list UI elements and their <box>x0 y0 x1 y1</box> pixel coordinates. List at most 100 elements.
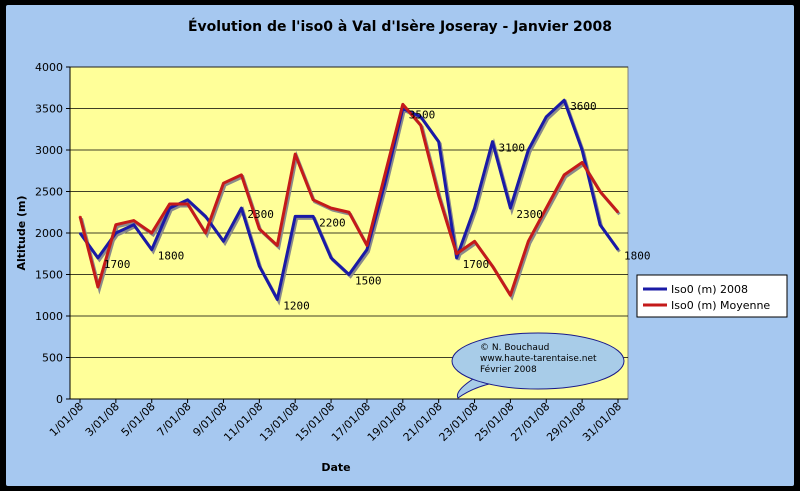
data-point <box>133 223 135 226</box>
data-point <box>330 257 332 259</box>
x-axis-title: Date <box>321 461 350 474</box>
data-point <box>455 257 458 259</box>
legend-entry: Iso0 (m) Moyenne <box>671 299 770 312</box>
y-tick-label: 0 <box>56 393 63 406</box>
data-point <box>563 99 565 101</box>
data-label: 1200 <box>283 299 310 312</box>
y-tick-label: 3500 <box>35 103 63 116</box>
data-point <box>581 161 583 164</box>
data-point <box>384 174 386 176</box>
data-point <box>348 273 350 276</box>
data-point <box>527 240 530 243</box>
data-point <box>276 244 279 247</box>
data-point <box>473 207 476 209</box>
data-label: 3500 <box>409 109 436 122</box>
data-point <box>455 252 458 255</box>
data-point <box>168 203 171 205</box>
data-point <box>168 207 171 209</box>
callout-line: www.haute-tarentaise.net <box>480 354 597 364</box>
data-point <box>419 124 422 126</box>
legend-entry: Iso0 (m) 2008 <box>671 283 748 296</box>
data-point <box>204 215 207 218</box>
data-point <box>348 211 350 214</box>
data-point <box>437 140 440 143</box>
data-label: 2300 <box>516 208 543 221</box>
chart-title: Évolution de l'iso0 à Val d'Isère Josera… <box>188 18 612 35</box>
callout-line: © N. Bouchaud <box>480 343 549 353</box>
data-point <box>204 232 207 234</box>
series-shadow <box>80 99 621 306</box>
data-point <box>599 223 601 226</box>
data-point <box>617 211 619 214</box>
data-point <box>473 240 476 243</box>
x-tick-label: 3/01/08 <box>83 400 122 439</box>
data-point <box>527 149 530 151</box>
data-point <box>97 286 99 288</box>
callout-bubble <box>451 332 625 390</box>
data-point <box>186 203 189 205</box>
data-point <box>150 232 153 234</box>
data-point <box>617 248 619 251</box>
data-point <box>258 228 261 230</box>
y-axis-title: Altitude (m) <box>15 195 28 270</box>
data-point <box>581 149 583 151</box>
data-point <box>437 194 440 197</box>
data-point <box>294 153 297 155</box>
data-point <box>545 207 548 209</box>
data-label: 1800 <box>158 250 185 263</box>
legend-box <box>636 274 788 318</box>
data-point <box>366 244 368 247</box>
y-tick-label: 1000 <box>35 310 63 323</box>
data-point <box>563 174 565 176</box>
x-tick-label: 5/01/08 <box>119 400 158 439</box>
data-label: 1800 <box>624 250 651 263</box>
data-point <box>312 199 314 201</box>
data-point <box>330 207 332 209</box>
data-label: 3600 <box>570 100 597 113</box>
y-tick-label: 4000 <box>35 61 63 74</box>
data-point <box>97 257 99 259</box>
copyright-callout: © N. Bouchaudwww.haute-tarentaise.netFév… <box>451 332 625 399</box>
y-tick-label: 500 <box>42 352 63 365</box>
chart-frame: Évolution de l'iso0 à Val d'Isère Josera… <box>6 5 794 486</box>
data-point <box>366 248 368 251</box>
chart-svg: Évolution de l'iso0 à Val d'Isère Josera… <box>15 18 788 474</box>
data-point <box>133 219 135 222</box>
y-tick-label: 2500 <box>35 186 63 199</box>
x-tick-label: 7/01/08 <box>155 400 194 439</box>
data-label: 3100 <box>498 142 525 155</box>
data-point <box>294 215 297 218</box>
data-point <box>599 190 601 193</box>
data-point <box>545 116 548 118</box>
data-point <box>115 223 117 226</box>
data-point <box>276 298 279 301</box>
data-point <box>115 232 117 234</box>
data-point <box>419 116 422 118</box>
data-point <box>79 215 81 218</box>
legend: Iso0 (m) 2008 Iso0 (m) Moyenne <box>636 274 788 318</box>
data-point <box>222 240 225 243</box>
y-tick-label: 3000 <box>35 144 63 157</box>
callout-line: Février 2008 <box>480 364 537 375</box>
data-point <box>222 182 225 184</box>
data-label: 1500 <box>355 275 382 288</box>
data-point <box>509 207 512 209</box>
data-point <box>312 215 314 218</box>
data-point <box>258 265 261 268</box>
data-point <box>384 182 386 184</box>
data-point <box>509 294 512 297</box>
data-point <box>491 140 494 143</box>
data-point <box>150 248 153 251</box>
data-point <box>491 265 494 268</box>
y-tick-label: 1500 <box>35 269 63 282</box>
y-tick-label: 2000 <box>35 227 63 240</box>
data-point <box>240 174 243 176</box>
data-label: 2200 <box>319 216 346 229</box>
x-tick-label: 1/01/08 <box>47 400 86 439</box>
data-label: 2300 <box>247 208 274 221</box>
data-point <box>79 232 81 234</box>
x-tick-label: 31/01/08 <box>580 400 624 444</box>
data-point <box>186 199 189 201</box>
data-point <box>402 103 404 106</box>
data-label: 1700 <box>463 258 490 271</box>
